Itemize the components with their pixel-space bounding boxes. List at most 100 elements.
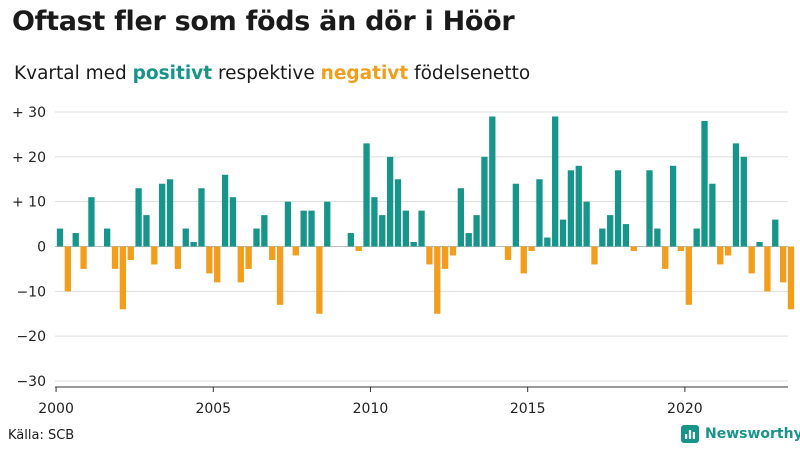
y-tick-label: −20: [16, 329, 46, 345]
bar-positive: [544, 237, 551, 247]
subtitle-positive-word: positivt: [132, 63, 213, 84]
bar-negative: [355, 246, 362, 251]
bar-positive: [159, 183, 166, 247]
chart-title: Oftast fler som föds än dör i Höör: [12, 6, 515, 37]
bar-positive: [614, 170, 622, 247]
bar-positive: [536, 179, 543, 247]
bar-positive: [104, 228, 111, 247]
bar-negative: [426, 246, 433, 265]
bar-negative: [630, 246, 637, 251]
bar-negative: [779, 246, 787, 283]
bar-positive: [646, 170, 653, 247]
bar-positive: [772, 219, 779, 247]
bar-positive: [559, 219, 567, 247]
bar-positive: [489, 116, 496, 247]
y-tick-label: −10: [16, 284, 46, 300]
bar-negative: [677, 246, 685, 251]
brand-name: Newsworthy: [705, 426, 800, 442]
bar-positive: [732, 143, 740, 247]
bar-negative: [206, 246, 213, 274]
bar-negative: [64, 246, 72, 292]
bar-negative: [237, 246, 244, 283]
bar-negative: [245, 246, 252, 269]
x-tick-label: 2010: [353, 401, 389, 417]
bar-positive: [457, 188, 465, 247]
bar-positive: [166, 179, 174, 247]
bar-positive: [229, 197, 237, 247]
bar-positive: [324, 201, 331, 247]
bar-positive: [300, 210, 307, 247]
chart-subtitle: Kvartal med positivt respektive negativt…: [14, 63, 530, 84]
bar-negative: [685, 246, 692, 305]
bar-positive: [709, 183, 716, 247]
bar-chart: + 30 + 20 + 10 0 −10 −20 −30 2000 2005 2010 2015 20…: [12, 105, 795, 417]
bar-positive: [583, 201, 590, 247]
subtitle-negative-word: negativt: [320, 63, 409, 84]
bar-negative: [174, 246, 182, 269]
bar-negative: [151, 246, 158, 265]
bar-positive: [410, 242, 417, 247]
x-tick-label: 2005: [195, 401, 231, 417]
bar-positive: [756, 242, 763, 247]
bar-positive: [622, 224, 630, 247]
bar-negative: [724, 246, 732, 256]
bar-positive: [740, 156, 747, 247]
bar-negative: [292, 246, 299, 256]
y-tick-label: + 20: [12, 150, 46, 166]
bar-negative: [316, 246, 323, 314]
bar-positive: [465, 233, 472, 247]
bar-negative: [449, 246, 457, 256]
bar-positive: [693, 228, 700, 247]
bar-positive: [654, 228, 661, 247]
bar-positive: [56, 228, 64, 247]
bar-positive: [261, 215, 268, 247]
bar-negative: [276, 246, 284, 305]
x-tick-label: 2015: [510, 401, 546, 417]
bar-negative: [80, 246, 87, 269]
subtitle-prefix: Kvartal med: [14, 63, 127, 84]
x-tick-label: 2000: [38, 401, 74, 417]
bar-positive: [567, 170, 575, 247]
bar-negative: [520, 246, 527, 274]
bar-negative: [504, 246, 512, 260]
bar-positive: [386, 156, 394, 247]
bar-positive: [481, 156, 488, 247]
bar-chart-logo-icon: [681, 425, 699, 443]
bar-positive: [182, 228, 189, 247]
bar-positive: [253, 228, 260, 247]
bar-positive: [221, 174, 229, 247]
bar-positive: [190, 242, 197, 247]
source-note: Källa: SCB: [8, 428, 75, 443]
bar-positive: [308, 210, 315, 247]
bar-positive: [198, 188, 205, 247]
bar-positive: [575, 165, 582, 247]
bar-positive: [607, 215, 614, 247]
bar-positive: [394, 179, 402, 247]
y-tick-label: −30: [16, 374, 46, 390]
bar-positive: [135, 188, 142, 247]
bar-negative: [127, 246, 134, 260]
bar-positive: [143, 215, 150, 247]
bar-positive: [552, 116, 559, 247]
y-tick-label: 0: [37, 240, 46, 256]
bar-positive: [418, 210, 425, 247]
bar-positive: [669, 165, 677, 247]
bar-positive: [701, 120, 708, 247]
bar-negative: [119, 246, 127, 310]
subtitle-middle: respektive: [217, 63, 315, 84]
bar-negative: [434, 246, 441, 314]
bar-positive: [599, 228, 606, 247]
y-tick-label: + 30: [12, 105, 46, 121]
bar-positive: [371, 197, 378, 247]
x-tick-label: 2020: [667, 401, 703, 417]
y-tick-label: + 10: [12, 195, 46, 211]
bar-positive: [347, 233, 354, 247]
bar-negative: [591, 246, 598, 265]
subtitle-suffix: födelsenetto: [414, 63, 531, 84]
bar-negative: [787, 246, 795, 310]
bar-positive: [88, 197, 95, 247]
brand-logo: Newsworthy: [681, 425, 800, 443]
bar-positive: [512, 183, 520, 247]
bar-negative: [528, 246, 535, 251]
bar-negative: [764, 246, 771, 292]
